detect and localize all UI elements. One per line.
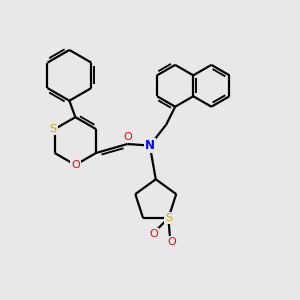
Text: O: O (167, 237, 176, 247)
Text: N: N (145, 139, 155, 152)
Text: O: O (71, 160, 80, 170)
Text: S: S (165, 213, 172, 223)
Text: O: O (124, 132, 132, 142)
Text: S: S (50, 124, 57, 134)
Text: O: O (149, 229, 158, 239)
